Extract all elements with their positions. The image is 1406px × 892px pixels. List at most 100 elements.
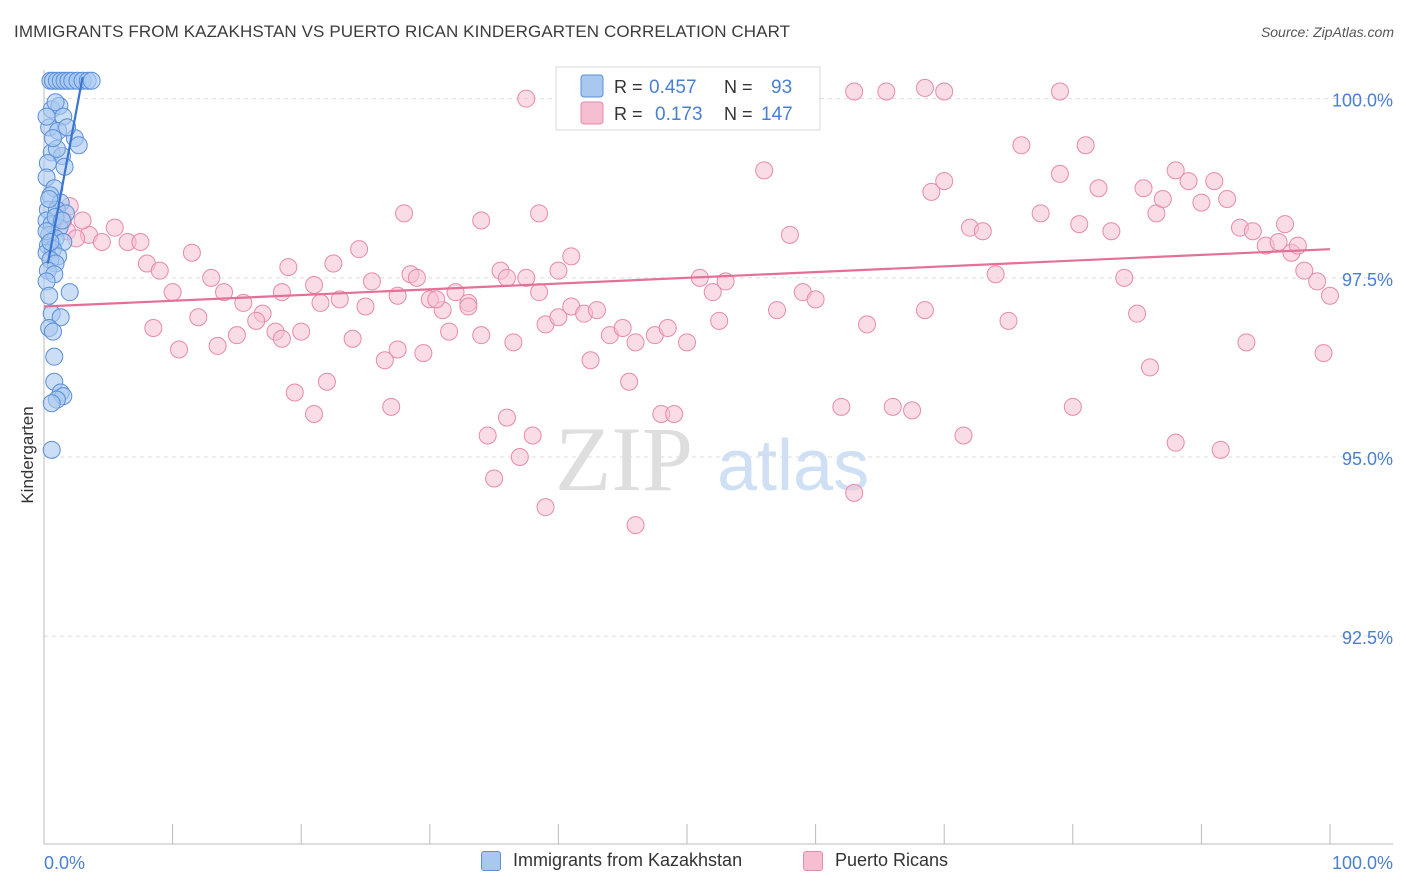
data-point-puerto-ricans	[497, 408, 516, 427]
watermark: ZIP atlas	[555, 408, 869, 510]
data-point-puerto-ricans	[472, 326, 491, 345]
data-point-puerto-ricans	[92, 233, 111, 251]
stats-swatch-puerto-ricans	[580, 101, 604, 125]
data-point-puerto-ricans	[1295, 261, 1314, 280]
data-point-puerto-ricans	[272, 329, 291, 348]
data-point-puerto-ricans	[549, 261, 568, 280]
data-point-puerto-ricans	[973, 222, 992, 241]
watermark-zip: ZIP	[555, 408, 693, 510]
trend-lines	[43, 76, 1331, 308]
data-point-kazakhstan	[42, 440, 61, 459]
data-point-puerto-ricans	[935, 172, 954, 191]
data-point-puerto-ricans	[581, 351, 600, 370]
data-point-puerto-ricans	[1031, 204, 1050, 223]
data-point-puerto-ricans	[1128, 304, 1147, 323]
data-point-puerto-ricans	[510, 448, 529, 466]
data-point-puerto-ricans	[1308, 272, 1327, 291]
data-point-puerto-ricans	[350, 240, 369, 259]
y-tick-label: 95.0%	[1342, 449, 1393, 469]
data-point-kazakhstan	[46, 93, 65, 112]
data-point-puerto-ricans	[440, 322, 459, 341]
data-point-puerto-ricans	[1218, 190, 1237, 208]
data-point-kazakhstan	[40, 286, 59, 305]
data-point-puerto-ricans	[999, 311, 1018, 330]
data-point-puerto-ricans	[478, 426, 497, 445]
data-point-puerto-ricans	[530, 283, 549, 302]
data-point-puerto-ricans	[523, 426, 542, 445]
x-tick-label-min: 0.0%	[44, 853, 85, 873]
legend-item-kazakhstan[interactable]: Immigrants from Kazakhstan	[481, 850, 742, 871]
data-point-puerto-ricans	[1205, 172, 1224, 191]
legend-item-puerto-ricans[interactable]: Puerto Ricans	[803, 850, 948, 871]
data-point-puerto-ricans	[845, 483, 864, 502]
data-point-puerto-ricans	[658, 319, 677, 337]
stats-r-value-b: 0.173	[655, 104, 703, 125]
legend-label-kazakhstan: Immigrants from Kazakhstan	[513, 850, 743, 870]
stats-r-value-a: 0.457	[649, 77, 697, 98]
data-point-puerto-ricans	[1211, 440, 1230, 459]
data-point-kazakhstan	[82, 71, 101, 90]
trend-line-kazakhstan	[46, 76, 84, 264]
series-puerto-ricans-points	[54, 78, 1339, 535]
data-point-puerto-ricans	[1063, 397, 1082, 416]
data-point-puerto-ricans	[182, 243, 201, 262]
data-point-puerto-ricans	[678, 333, 696, 352]
data-point-puerto-ricans	[1314, 344, 1333, 363]
data-point-puerto-ricans	[780, 225, 799, 244]
data-point-puerto-ricans	[1179, 172, 1198, 191]
data-point-puerto-ricans	[1012, 136, 1031, 155]
data-point-puerto-ricans	[1153, 190, 1172, 208]
data-point-puerto-ricans	[485, 469, 504, 488]
data-point-puerto-ricans	[1102, 222, 1121, 241]
data-point-kazakhstan	[40, 190, 59, 208]
data-point-puerto-ricans	[626, 516, 645, 535]
data-point-puerto-ricans	[935, 82, 954, 101]
data-point-puerto-ricans	[562, 247, 581, 266]
data-point-puerto-ricans	[407, 268, 426, 287]
data-point-puerto-ricans	[163, 283, 182, 302]
data-point-puerto-ricans	[922, 182, 941, 201]
data-point-puerto-ricans	[472, 211, 491, 230]
data-point-kazakhstan	[37, 107, 56, 126]
data-point-puerto-ricans	[768, 301, 787, 320]
legend-swatch-puerto-ricans	[803, 850, 823, 871]
data-point-puerto-ricans	[317, 372, 336, 391]
data-point-puerto-ricans	[877, 82, 896, 101]
data-point-puerto-ricans	[1243, 222, 1262, 241]
data-point-puerto-ricans	[806, 290, 825, 309]
data-point-puerto-ricans	[305, 276, 324, 294]
data-point-puerto-ricans	[227, 326, 246, 345]
data-point-puerto-ricans	[915, 301, 934, 320]
data-point-puerto-ricans	[755, 161, 774, 180]
data-point-puerto-ricans	[1166, 161, 1185, 180]
stats-n-value-b: 147	[761, 104, 793, 125]
data-point-puerto-ricans	[285, 383, 304, 402]
data-point-puerto-ricans	[279, 258, 298, 277]
data-point-puerto-ricans	[517, 89, 536, 108]
data-point-puerto-ricans	[272, 283, 291, 302]
y-tick-label: 92.5%	[1342, 628, 1393, 648]
data-point-puerto-ricans	[356, 297, 375, 316]
data-point-puerto-ricans	[375, 351, 394, 370]
data-point-puerto-ricans	[1275, 215, 1294, 234]
data-point-puerto-ricans	[1050, 82, 1069, 101]
data-point-puerto-ricans	[330, 290, 349, 309]
data-point-puerto-ricans	[247, 311, 266, 330]
data-point-kazakhstan	[44, 322, 63, 341]
data-point-puerto-ricans	[150, 261, 169, 280]
data-point-kazakhstan	[45, 347, 64, 366]
data-point-puerto-ricans	[613, 319, 632, 337]
data-point-puerto-ricans	[1237, 333, 1256, 352]
source-note: Source: ZipAtlas.com	[1260, 24, 1394, 40]
data-point-kazakhstan	[44, 129, 63, 148]
data-point-puerto-ricans	[1321, 286, 1339, 305]
data-point-kazakhstan	[60, 283, 79, 302]
stats-n-label-a: N =	[724, 77, 753, 97]
data-point-puerto-ricans	[626, 333, 645, 352]
data-point-puerto-ricans	[305, 405, 324, 423]
data-point-puerto-ricans	[1070, 215, 1089, 234]
data-point-puerto-ricans	[504, 333, 523, 352]
data-point-puerto-ricans	[1050, 164, 1069, 183]
data-point-puerto-ricans	[832, 397, 851, 416]
legend-label-puerto-ricans: Puerto Ricans	[835, 850, 949, 870]
